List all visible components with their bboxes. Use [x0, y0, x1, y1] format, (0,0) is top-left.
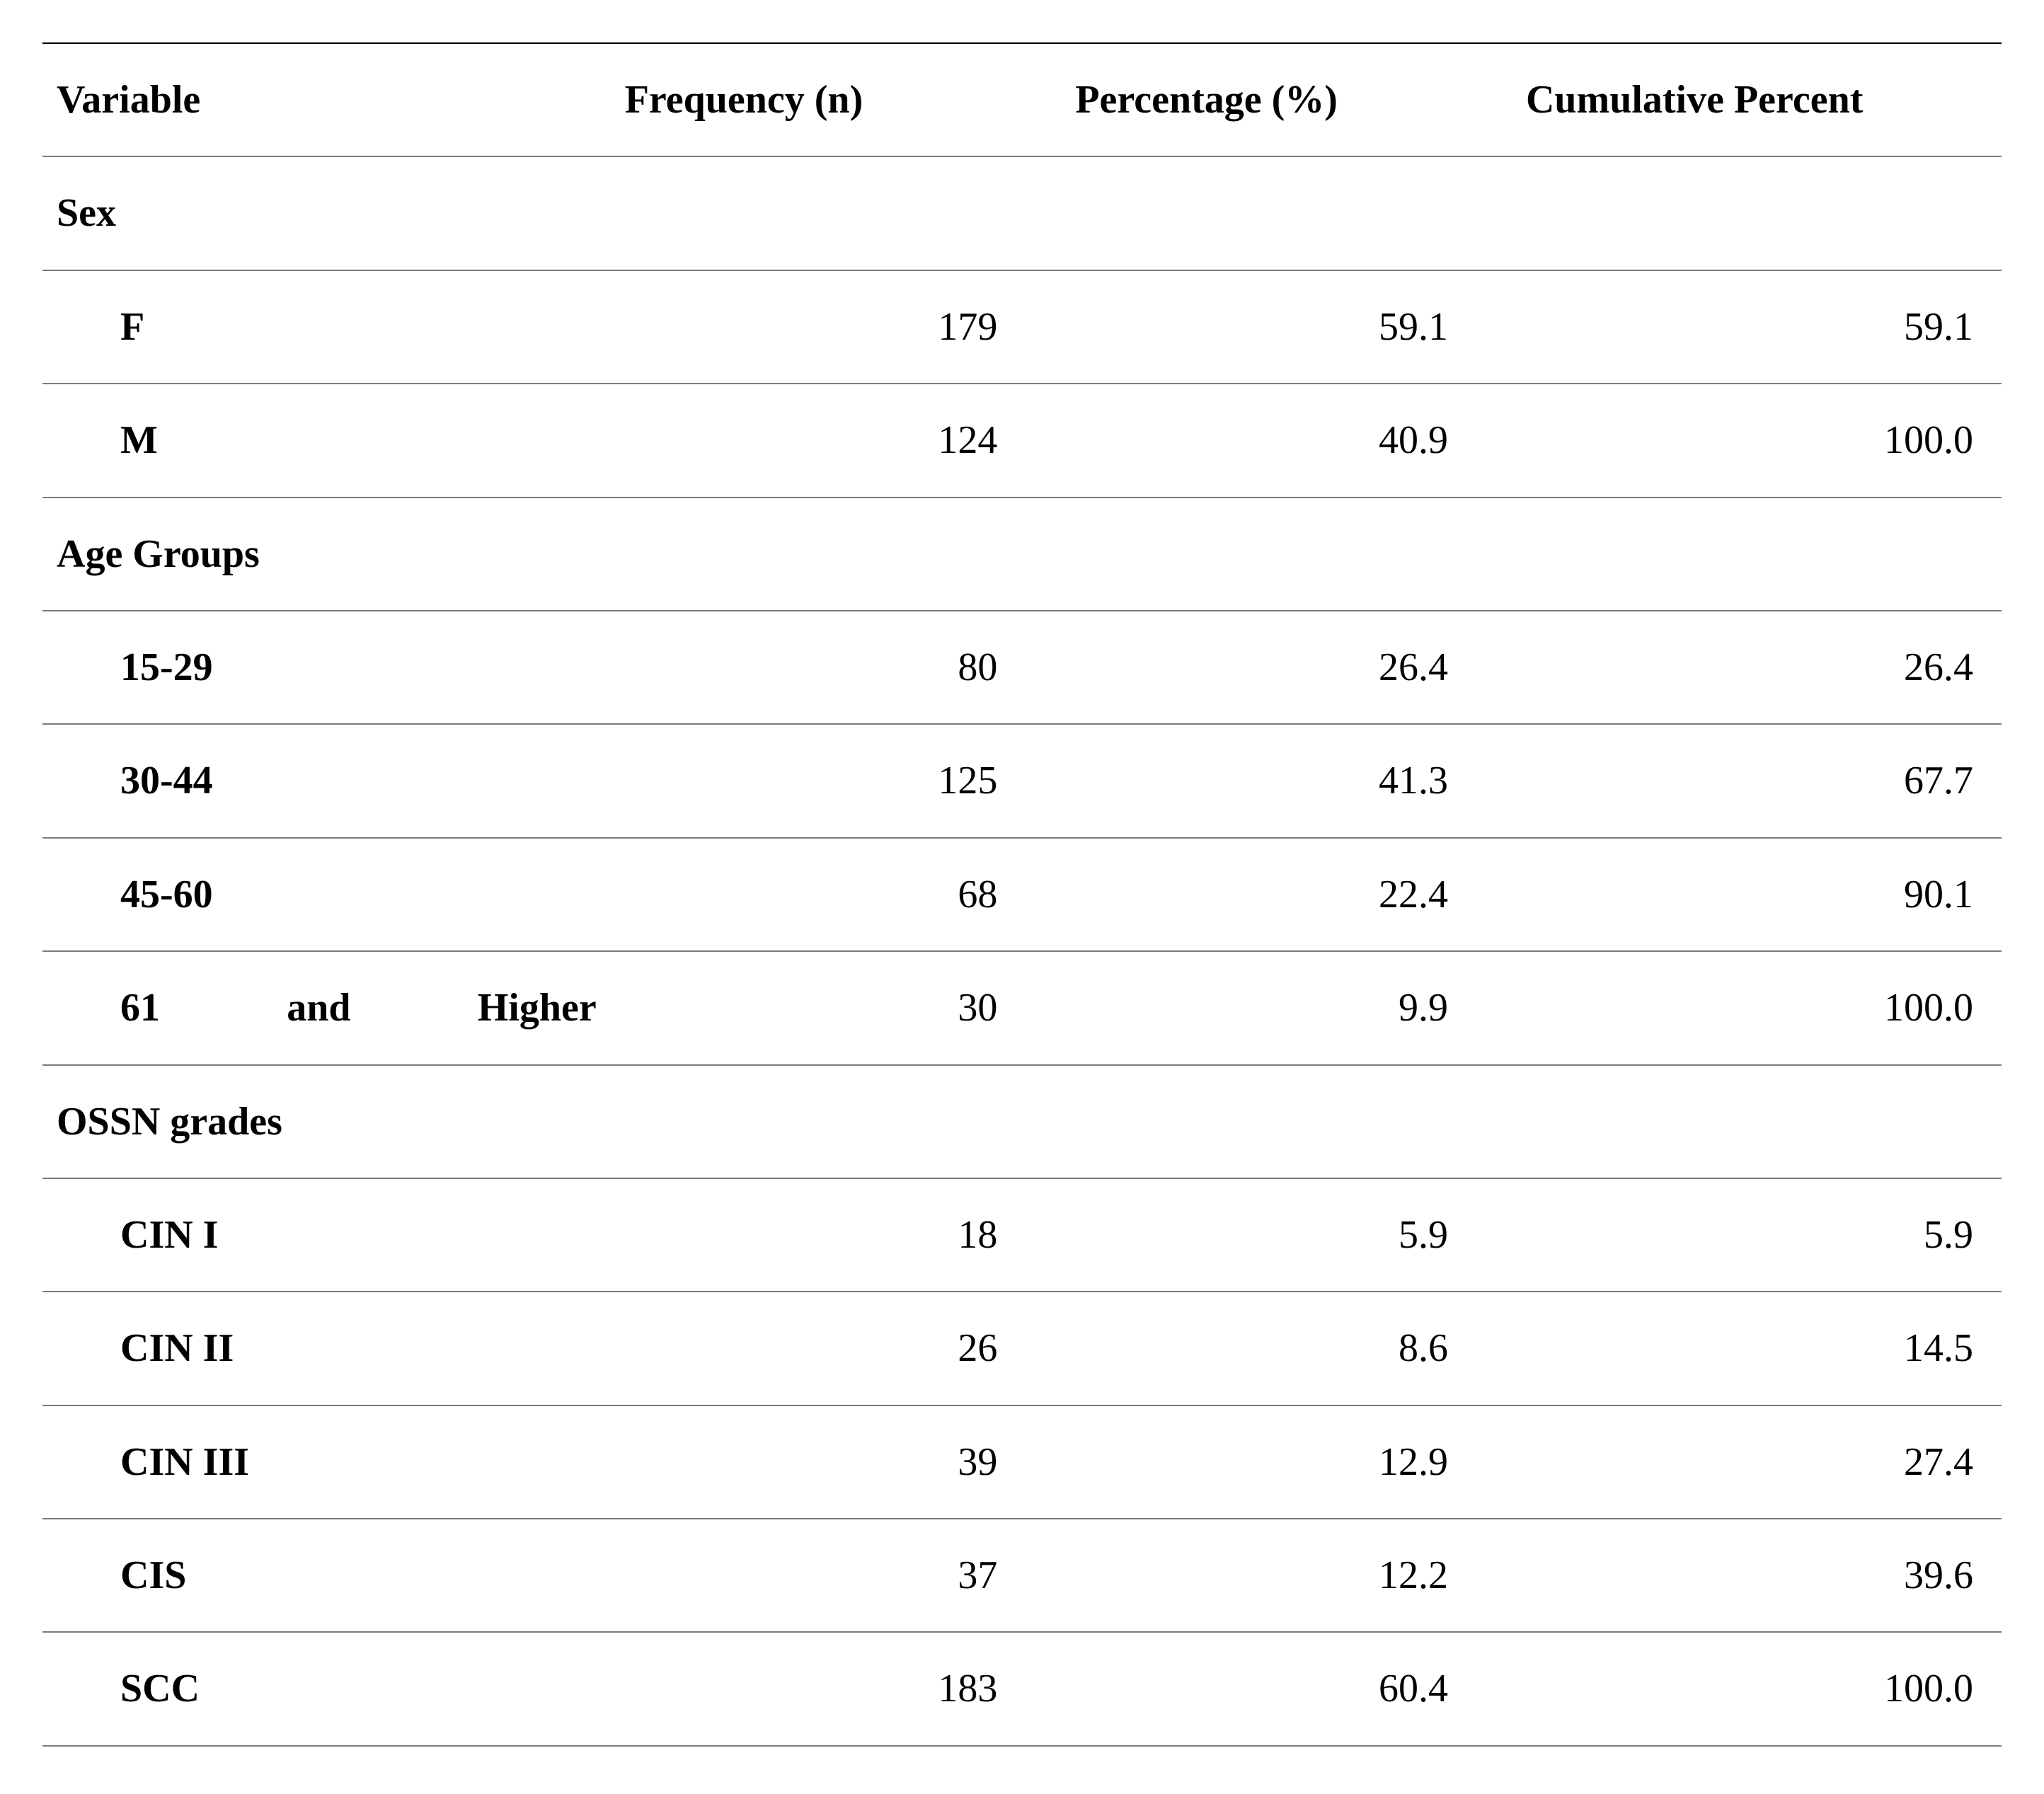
- row-label: M: [42, 384, 611, 497]
- row-label: SCC: [42, 1632, 611, 1745]
- table-row: 61 and Higher309.9100.0: [42, 951, 2002, 1064]
- row-label: CIN I: [42, 1178, 611, 1292]
- table-row: CIN I185.95.9: [42, 1178, 2002, 1292]
- row-percentage: 41.3: [1061, 724, 1512, 837]
- table-row: M12440.9100.0: [42, 384, 2002, 497]
- row-percentage: 5.9: [1061, 1178, 1512, 1292]
- row-frequency: 124: [611, 384, 1062, 497]
- row-percentage: 60.4: [1061, 1632, 1512, 1745]
- col-header-percentage: Percentage (%): [1061, 43, 1512, 156]
- table-row: 30-4412541.367.7: [42, 724, 2002, 837]
- row-percentage: 59.1: [1061, 270, 1512, 384]
- row-cumulative: 59.1: [1512, 270, 2002, 384]
- table-header: Variable Frequency (n) Percentage (%) Cu…: [42, 43, 2002, 156]
- row-cumulative: 100.0: [1512, 1632, 2002, 1745]
- row-label: 30-44: [42, 724, 611, 837]
- row-frequency: 18: [611, 1178, 1062, 1292]
- table-body: SexF17959.159.1M12440.9100.0Age Groups15…: [42, 156, 2002, 1745]
- table-row: CIN III3912.927.4: [42, 1405, 2002, 1519]
- row-label: F: [42, 270, 611, 384]
- section-title: Age Groups: [42, 498, 2002, 611]
- row-label: 15-29: [42, 611, 611, 724]
- row-frequency: 26: [611, 1292, 1062, 1405]
- row-percentage: 12.9: [1061, 1405, 1512, 1519]
- row-frequency: 39: [611, 1405, 1062, 1519]
- row-percentage: 12.2: [1061, 1519, 1512, 1632]
- table-row: CIS3712.239.6: [42, 1519, 2002, 1632]
- row-percentage: 8.6: [1061, 1292, 1512, 1405]
- row-label: CIN II: [42, 1292, 611, 1405]
- row-cumulative: 27.4: [1512, 1405, 2002, 1519]
- row-frequency: 80: [611, 611, 1062, 724]
- row-cumulative: 26.4: [1512, 611, 2002, 724]
- row-cumulative: 39.6: [1512, 1519, 2002, 1632]
- row-frequency: 125: [611, 724, 1062, 837]
- row-cumulative: 90.1: [1512, 838, 2002, 951]
- col-header-cumulative: Cumulative Percent: [1512, 43, 2002, 156]
- row-percentage: 26.4: [1061, 611, 1512, 724]
- row-frequency: 68: [611, 838, 1062, 951]
- row-frequency: 37: [611, 1519, 1062, 1632]
- table-row: 15-298026.426.4: [42, 611, 2002, 724]
- row-percentage: 40.9: [1061, 384, 1512, 497]
- section-title: Sex: [42, 156, 2002, 270]
- table-row: F17959.159.1: [42, 270, 2002, 384]
- row-frequency: 30: [611, 951, 1062, 1064]
- row-cumulative: 100.0: [1512, 384, 2002, 497]
- row-cumulative: 100.0: [1512, 951, 2002, 1064]
- row-percentage: 9.9: [1061, 951, 1512, 1064]
- row-percentage: 22.4: [1061, 838, 1512, 951]
- row-cumulative: 14.5: [1512, 1292, 2002, 1405]
- table-row: SCC18360.4100.0: [42, 1632, 2002, 1745]
- row-label: 61 and Higher: [42, 951, 611, 1064]
- col-header-frequency: Frequency (n): [611, 43, 1062, 156]
- table-row: 45-606822.490.1: [42, 838, 2002, 951]
- section-title: OSSN grades: [42, 1065, 2002, 1178]
- row-cumulative: 67.7: [1512, 724, 2002, 837]
- frequency-table: Variable Frequency (n) Percentage (%) Cu…: [42, 42, 2002, 1747]
- row-cumulative: 5.9: [1512, 1178, 2002, 1292]
- row-label: CIN III: [42, 1405, 611, 1519]
- section-header: Sex: [42, 156, 2002, 270]
- section-header: OSSN grades: [42, 1065, 2002, 1178]
- table-row: CIN II268.614.5: [42, 1292, 2002, 1405]
- section-header: Age Groups: [42, 498, 2002, 611]
- col-header-variable: Variable: [42, 43, 611, 156]
- row-label: 45-60: [42, 838, 611, 951]
- row-frequency: 183: [611, 1632, 1062, 1745]
- row-label: CIS: [42, 1519, 611, 1632]
- row-frequency: 179: [611, 270, 1062, 384]
